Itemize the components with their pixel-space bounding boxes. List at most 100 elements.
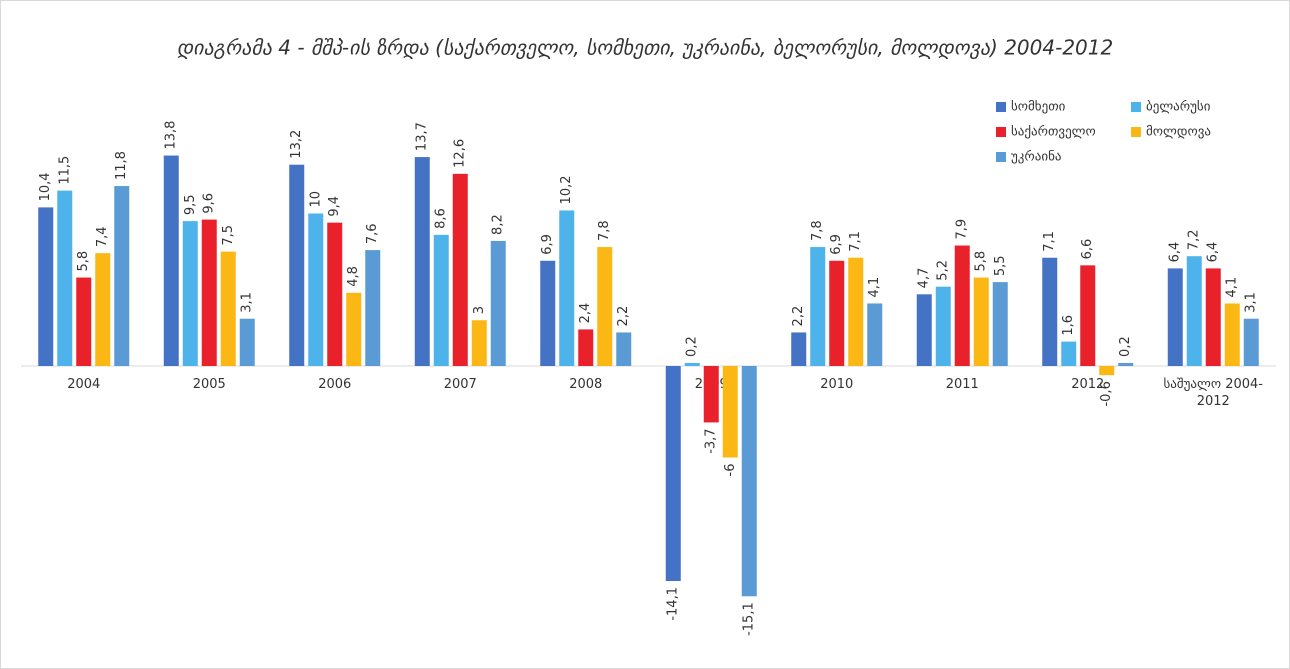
data-label: -3,7: [704, 428, 719, 453]
x-tick-label: 2006: [318, 377, 352, 392]
x-label-box: 2010: [820, 377, 854, 392]
x-tick-label: 2012: [1071, 377, 1105, 392]
data-label: 5,5: [993, 255, 1008, 276]
data-label: 7,1: [848, 231, 863, 252]
bar: [414, 157, 430, 366]
data-label: 2,2: [616, 306, 631, 327]
bar: [1042, 257, 1058, 366]
data-label: 9,5: [183, 194, 198, 215]
x-label-box: 2012: [1071, 377, 1105, 392]
bar: [684, 362, 700, 366]
bar: [1186, 256, 1202, 366]
data-label: 8,6: [434, 208, 449, 229]
data-label: 5,8: [974, 251, 989, 272]
data-label: 6,6: [1080, 239, 1095, 260]
bar: [57, 190, 73, 366]
data-label: 1,6: [1061, 315, 1076, 336]
data-label: 5,2: [936, 260, 951, 281]
data-label: 7,6: [365, 223, 380, 244]
x-tick-label: საშუალო 2004-2012: [1163, 377, 1263, 409]
bar: [848, 257, 864, 366]
data-label: 12,6: [453, 139, 468, 168]
chart-title: დიაგრამა 4 - მშპ-ის ზრდა (საქართველო, სო…: [177, 36, 1113, 60]
data-label: 4,8: [346, 266, 361, 287]
bar: [665, 366, 681, 582]
legend-label: სომხეთი: [1011, 100, 1066, 115]
data-label: -14,1: [666, 587, 681, 621]
x-label-box: 2006: [318, 377, 352, 392]
data-label: 7,2: [1187, 230, 1202, 251]
x-tick-label: 2005: [192, 377, 226, 392]
bar: [1243, 318, 1259, 366]
bar: [346, 292, 362, 366]
data-label: 10,4: [38, 172, 53, 201]
bar: [992, 282, 1008, 366]
x-tick-label: 2008: [569, 377, 603, 392]
data-label: 2,4: [578, 303, 593, 324]
bar: [365, 250, 381, 366]
bar: [220, 251, 236, 366]
x-label-box: საშუალო 2004-2012: [1163, 377, 1263, 409]
data-label: -15,1: [742, 602, 757, 636]
bar: [916, 294, 932, 366]
bar: [1167, 268, 1183, 366]
bar: [163, 155, 179, 366]
data-label: 7,5: [221, 225, 236, 246]
data-label: 5,8: [76, 251, 91, 272]
bar: [471, 320, 487, 366]
data-label: 6,4: [1168, 242, 1183, 263]
data-label: 10,2: [559, 175, 574, 204]
bar: [38, 207, 54, 366]
bar: [829, 260, 845, 366]
data-label: 13,7: [415, 122, 430, 151]
bar: [1061, 341, 1077, 366]
data-label: 7,8: [597, 220, 612, 241]
data-label: 7,4: [95, 226, 110, 247]
x-tick-label: 2004: [67, 377, 101, 392]
bar: [239, 318, 255, 366]
data-label: 4,1: [1225, 277, 1240, 298]
legend-swatch: [996, 102, 1006, 112]
bar: [114, 186, 130, 366]
bar: [452, 173, 468, 366]
bar: [597, 247, 613, 366]
data-label: 13,2: [289, 130, 304, 159]
data-label: 2,2: [791, 306, 806, 327]
data-label: 10: [308, 191, 323, 208]
data-label: 6,9: [829, 234, 844, 255]
bar: [490, 240, 506, 366]
bar: [540, 260, 556, 366]
legend-label: უკრაინა: [1011, 150, 1062, 165]
x-label-box: 2008: [569, 377, 603, 392]
bar: [973, 277, 989, 366]
bar: [95, 253, 111, 366]
data-label: 3: [472, 306, 487, 314]
bar: [433, 234, 449, 366]
bar: [1224, 303, 1240, 366]
legend-swatch: [996, 152, 1006, 162]
x-tick-label: 2011: [945, 377, 979, 392]
data-label: 4,7: [917, 268, 932, 289]
legend-swatch: [1131, 127, 1141, 137]
bar: [1118, 362, 1134, 366]
bar: [703, 366, 719, 423]
bar: [289, 164, 305, 366]
data-label: 4,1: [867, 277, 882, 298]
data-label: 11,5: [57, 156, 72, 185]
x-label-box: 2005: [192, 377, 226, 392]
data-label: 3,1: [1244, 292, 1259, 313]
bar: [182, 221, 198, 366]
data-label: 8,2: [491, 214, 506, 235]
bar: [1099, 366, 1115, 376]
data-label: 9,4: [327, 196, 342, 217]
legend-label: ბელარუსი: [1146, 100, 1211, 115]
legend-swatch: [1131, 102, 1141, 112]
data-label: 6,4: [1206, 242, 1221, 263]
legend-swatch: [996, 127, 1006, 137]
x-tick-label: 2010: [820, 377, 854, 392]
bar: [201, 219, 217, 366]
bar: [578, 329, 594, 366]
data-label: 9,6: [202, 193, 217, 214]
